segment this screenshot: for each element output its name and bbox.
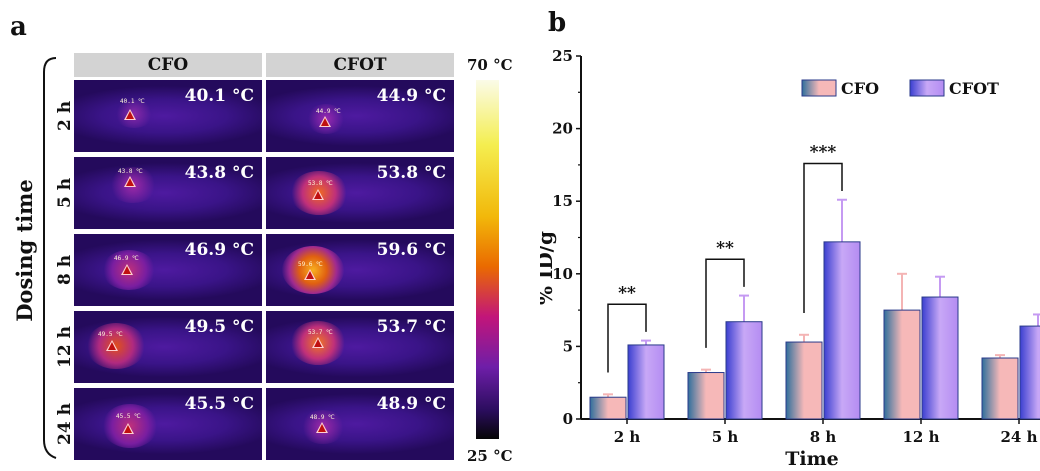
- temperature-label: 45.5 °C: [184, 394, 254, 414]
- marker-icon: [106, 340, 118, 351]
- bar-cfot-5h: [725, 321, 763, 420]
- temperature-colorbar: [476, 80, 499, 439]
- x-tick-label: 5 h: [712, 428, 739, 446]
- marker-icon: [312, 337, 324, 348]
- x-tick-label: 2 h: [614, 428, 641, 446]
- legend-label-cfot: CFOT: [949, 79, 999, 98]
- thermal-image-cfot-8h: 59.6 ℃ 59.6 °C: [266, 234, 454, 306]
- panel-b-letter: b: [548, 8, 567, 38]
- thermal-image-cfo-5h: 43.8 ℃ 43.8 °C: [74, 157, 262, 229]
- bar-cfo-5h: [687, 372, 725, 420]
- row-label-5h: 5 h: [55, 177, 76, 209]
- thermal-image-cfot-5h: 53.8 ℃ 53.8 °C: [266, 157, 454, 229]
- marker-icon: [304, 269, 316, 280]
- marker-icon: [124, 176, 136, 187]
- marker-icon: [312, 189, 324, 200]
- temperature-label: 53.8 °C: [376, 163, 446, 183]
- temperature-label: 44.9 °C: [376, 86, 446, 106]
- significance-label: **: [716, 238, 734, 258]
- bar-cfot-12h: [921, 296, 959, 420]
- temperature-label: 43.8 °C: [184, 163, 254, 183]
- row-label-12h: 12 h: [55, 326, 75, 368]
- significance-label: **: [618, 283, 636, 303]
- bar-cfot-2h: [627, 344, 665, 420]
- marker-icon: [121, 264, 133, 275]
- y-axis-label: % ID/g: [540, 231, 557, 305]
- bar-cfo-24h: [981, 357, 1019, 420]
- panel-a-bracket: [43, 57, 57, 459]
- thermal-image-cfo-2h: 40.1 ℃ 40.1 °C: [74, 80, 262, 152]
- thermal-image-cfo-8h: 46.9 ℃ 46.9 °C: [74, 234, 262, 306]
- dosing-time-label: Dosing time: [11, 178, 37, 322]
- y-tick-label: 20: [552, 120, 573, 138]
- x-tick-label: 24 h: [1000, 428, 1037, 446]
- bar-cfo-12h: [883, 309, 921, 420]
- significance-label: ***: [810, 142, 837, 162]
- column-header-cfo: CFO: [74, 53, 262, 77]
- temperature-label: 53.7 °C: [376, 317, 446, 337]
- temperature-label: 40.1 °C: [184, 86, 254, 106]
- marker-icon: [316, 422, 328, 433]
- significance-bracket: [705, 258, 745, 348]
- bar-cfo-8h: [785, 341, 823, 420]
- bar-cfo-2h: [589, 396, 627, 420]
- thermal-image-cfot-24h: 48.9 ℃ 48.9 °C: [266, 388, 454, 460]
- row-label-8h: 8 h: [55, 254, 76, 286]
- x-tick-label: 12 h: [902, 428, 939, 446]
- significance-bracket: [607, 303, 647, 373]
- row-label-24h: 24 h: [55, 403, 75, 445]
- y-tick-label: 10: [552, 265, 573, 283]
- significance-bracket: [803, 162, 843, 314]
- bar-cfot-24h: [1019, 325, 1040, 420]
- thermal-image-cfo-24h: 45.5 ℃ 45.5 °C: [74, 388, 262, 460]
- marker-icon: [319, 116, 331, 127]
- thermal-image-cfot-12h: 53.7 ℃ 53.7 °C: [266, 311, 454, 383]
- x-axis-label: Time: [785, 448, 839, 470]
- thermal-image-cfot-2h: 44.9 ℃ 44.9 °C: [266, 80, 454, 152]
- thermal-image-cfo-12h: 49.5 ℃ 49.5 °C: [74, 311, 262, 383]
- y-tick-label: 15: [552, 192, 573, 210]
- temperature-label: 49.5 °C: [184, 317, 254, 337]
- column-header-cfot: CFOT: [266, 53, 454, 77]
- panel-a-letter: a: [10, 12, 27, 42]
- y-tick-label: 5: [563, 337, 573, 355]
- temperature-label: 46.9 °C: [184, 240, 254, 260]
- x-tick-label: 8 h: [810, 428, 837, 446]
- legend-swatch-cfot: [909, 79, 945, 97]
- marker-icon: [124, 109, 136, 120]
- colorbar-max-label: 70 °C: [467, 56, 513, 74]
- marker-icon: [122, 423, 134, 434]
- colorbar-min-label: 25 °C: [467, 447, 513, 465]
- temperature-label: 48.9 °C: [376, 394, 446, 414]
- y-tick-label: 25: [552, 47, 573, 65]
- row-label-2h: 2 h: [55, 100, 76, 132]
- legend-label-cfo: CFO: [841, 79, 879, 98]
- temperature-label: 59.6 °C: [376, 240, 446, 260]
- bar-cfot-8h: [823, 241, 861, 420]
- legend-swatch-cfo: [801, 79, 837, 97]
- y-tick-label: 0: [563, 410, 573, 428]
